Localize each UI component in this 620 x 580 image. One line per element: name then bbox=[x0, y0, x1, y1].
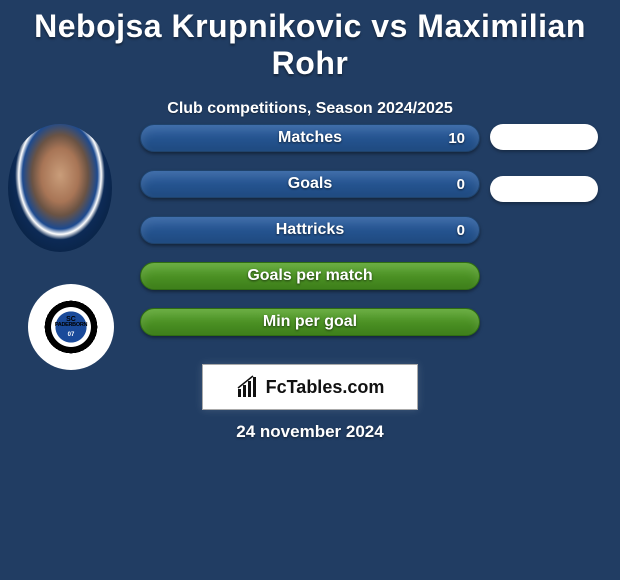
bar-value: 0 bbox=[457, 176, 465, 193]
bar-goals: Goals 0 bbox=[140, 170, 480, 198]
bar-pill: Hattricks 0 bbox=[140, 216, 480, 244]
bar-matches: Matches 10 bbox=[140, 124, 480, 152]
bar-pill: Matches 10 bbox=[140, 124, 480, 152]
bar-label: Hattricks bbox=[276, 221, 344, 239]
bar-label: Goals bbox=[288, 175, 332, 193]
right-pill-goals bbox=[490, 176, 598, 202]
right-pill-matches bbox=[490, 124, 598, 150]
player-photo bbox=[8, 124, 112, 252]
subtitle: Club competitions, Season 2024/2025 bbox=[0, 100, 620, 118]
right-pills bbox=[490, 124, 598, 228]
chart-icon bbox=[236, 375, 260, 399]
date-label: 24 november 2024 bbox=[0, 422, 620, 442]
bar-label: Min per goal bbox=[263, 313, 357, 331]
stat-bars: Matches 10 Goals 0 Hattricks 0 Goals per… bbox=[140, 124, 480, 354]
bar-hattricks: Hattricks 0 bbox=[140, 216, 480, 244]
bar-label: Matches bbox=[278, 129, 342, 147]
club-logo-inner: SC PADERBORN 07 bbox=[40, 296, 102, 358]
fctables-label: FcTables.com bbox=[266, 377, 385, 398]
bar-pill: Min per goal bbox=[140, 308, 480, 336]
fctables-badge: FcTables.com bbox=[202, 364, 418, 410]
bar-value: 10 bbox=[448, 130, 465, 147]
bar-min-per-goal: Min per goal bbox=[140, 308, 480, 336]
bar-goals-per-match: Goals per match bbox=[140, 262, 480, 290]
bar-value: 0 bbox=[457, 222, 465, 239]
bar-pill: Goals per match bbox=[140, 262, 480, 290]
page-title: Nebojsa Krupnikovic vs Maximilian Rohr bbox=[0, 0, 620, 82]
club-logo: SC PADERBORN 07 bbox=[28, 284, 114, 370]
bar-pill: Goals 0 bbox=[140, 170, 480, 198]
club-name: PADERBORN bbox=[55, 323, 87, 329]
club-num: 07 bbox=[68, 332, 75, 338]
bar-label: Goals per match bbox=[247, 267, 372, 285]
